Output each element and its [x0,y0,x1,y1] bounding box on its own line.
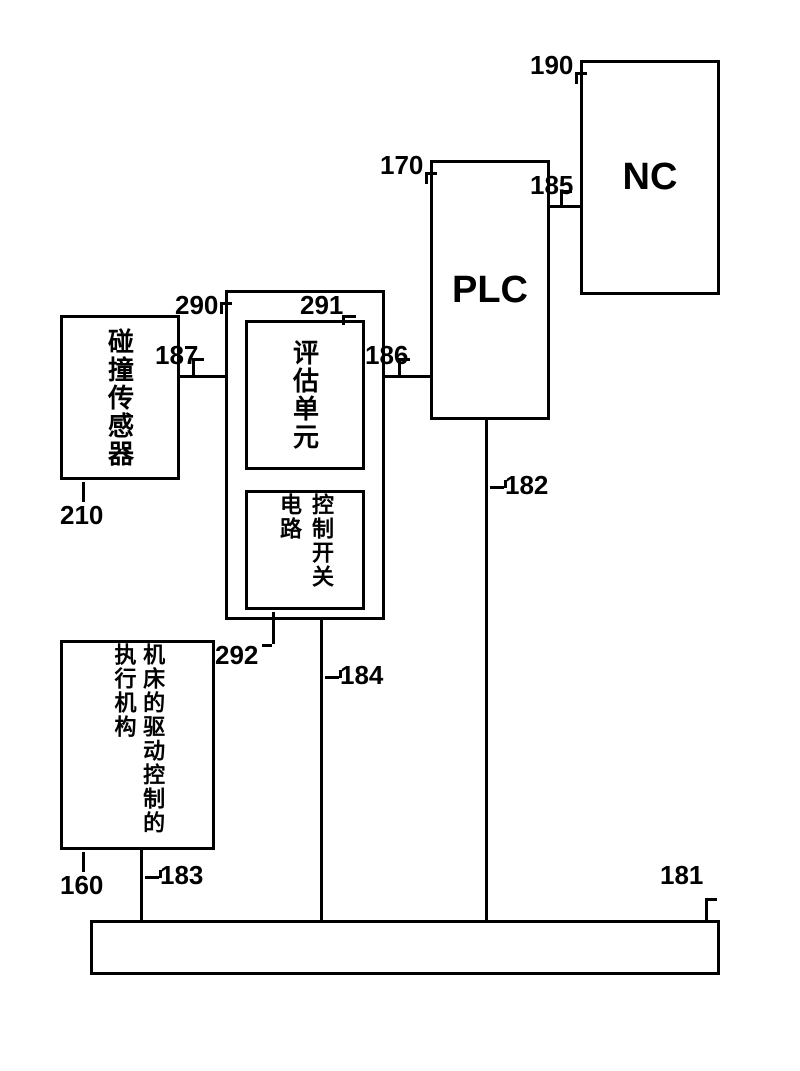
eval-label: 评估单元 [287,339,324,451]
connector-line [342,315,356,318]
connector-line [220,302,232,305]
bus-181 [90,920,720,975]
evaluation-unit-291: 评估单元 [245,320,365,470]
connector-line [385,375,430,378]
connector-line [192,358,204,361]
ref-290: 290 [175,290,218,321]
ref-190: 190 [530,50,573,81]
ref-170: 170 [380,150,423,181]
ref-186: 186 [365,340,408,371]
connector-line [490,486,504,489]
connector-line [320,620,323,920]
ref-185: 185 [530,170,573,201]
connector-line [485,420,488,920]
connector-line [398,358,410,361]
connector-line [504,480,507,488]
connector-line [145,876,159,879]
connector-line [325,676,339,679]
ref-183: 183 [160,860,203,891]
connector-line [140,850,143,920]
ref-210: 210 [60,500,103,531]
ref-184: 184 [340,660,383,691]
connector-line [705,898,708,920]
connector-line [272,612,275,644]
ref-160: 160 [60,870,103,901]
ref-292: 292 [215,640,258,671]
connector-line [560,190,572,193]
ctrl-label: 控制开关电路 [273,493,337,607]
ref-182: 182 [505,470,548,501]
control-switch-circuit-292: 控制开关电路 [245,490,365,610]
ref-291: 291 [300,290,343,321]
ref-181: 181 [660,860,703,891]
exec-label: 机床的驱动控制的执行机构 [109,643,166,847]
connector-line [262,644,272,647]
connector-line [82,482,85,502]
connector-line [82,852,85,872]
sensor-label: 碰撞传感器 [102,328,139,468]
diagram-canvas: { "colors":{"stroke":"#000000","bg":"#ff… [0,0,800,1071]
plc-label: PLC [452,269,528,312]
connector-line [159,870,162,878]
nc-block: NC [580,60,720,295]
connector-line [705,898,717,901]
connector-line [550,205,580,208]
connector-line [425,172,437,175]
connector-line [575,72,587,75]
connector-line [180,375,225,378]
connector-line [339,670,342,678]
actuator-160: 机床的驱动控制的执行机构 [60,640,215,850]
nc-label: NC [623,156,678,199]
